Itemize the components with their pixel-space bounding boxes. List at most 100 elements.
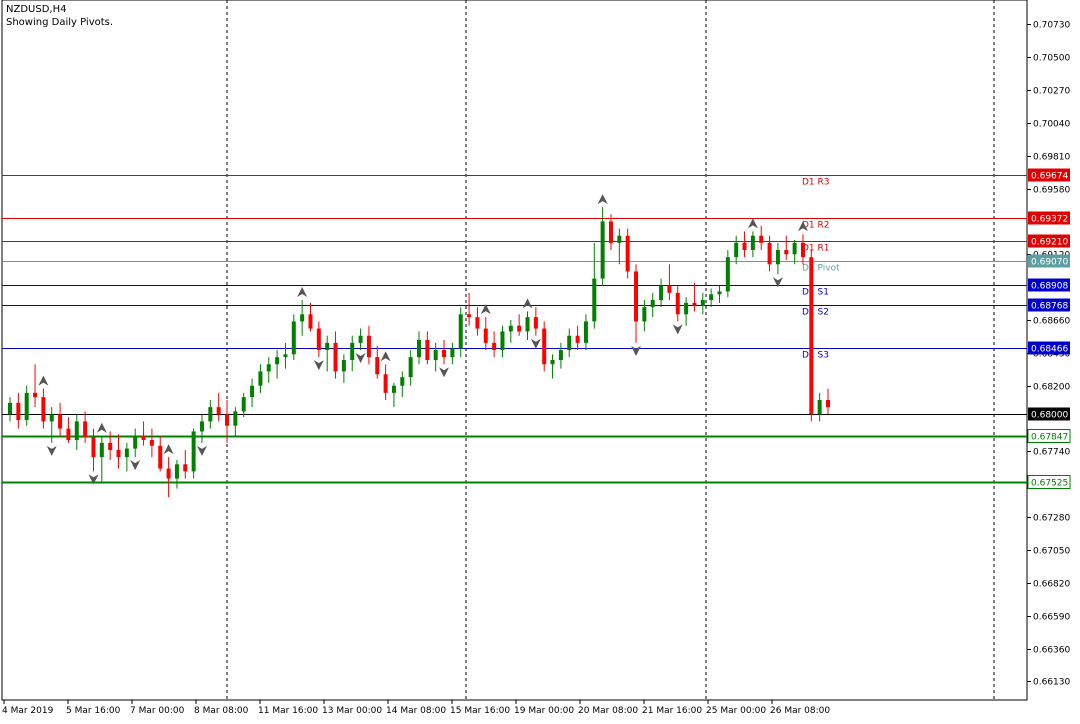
fractal-up-arrow <box>747 218 758 229</box>
candle-body <box>759 235 764 243</box>
candle-body <box>308 314 313 329</box>
candle-body <box>483 328 488 343</box>
candle-body <box>366 335 371 358</box>
candle-body <box>408 357 413 378</box>
candle-body <box>66 428 71 440</box>
current-price-text: 0.68000 <box>1031 411 1068 421</box>
candle-body <box>625 235 630 272</box>
candle-body <box>492 342 497 350</box>
candle-body <box>158 445 163 469</box>
time-axis-label: 13 Mar 00:00 <box>322 706 382 716</box>
candle-body <box>266 364 271 372</box>
time-axis-label: 20 Mar 08:00 <box>578 706 638 716</box>
price-axis-label: 0.67050 <box>1033 547 1070 557</box>
price-tag-text: 0.69070 <box>1031 258 1068 268</box>
time-axis-label: 8 Mar 08:00 <box>194 706 249 716</box>
indicator-subtitle: Showing Daily Pivots. <box>6 17 114 28</box>
candle-body <box>617 235 622 243</box>
candle-body <box>692 302 697 306</box>
plot-border <box>1 0 1028 701</box>
pivot-level-label: D1 R1 <box>802 244 830 254</box>
time-axis-label: 21 Mar 16:00 <box>642 706 702 716</box>
candle-body <box>608 221 613 243</box>
candle-body <box>575 335 580 343</box>
candle-body <box>525 317 530 332</box>
price-tag-text: 0.68466 <box>1031 345 1068 355</box>
candle-body <box>258 371 263 386</box>
candle-body <box>91 437 96 458</box>
time-axis-label: 15 Mar 16:00 <box>450 706 510 716</box>
fractal-down-arrow <box>672 324 683 335</box>
candle-body <box>191 431 196 472</box>
candle-body <box>800 242 805 258</box>
fractal-up-arrow <box>797 221 808 232</box>
candle-body <box>684 302 689 315</box>
price-axis-label: 0.67740 <box>1033 448 1070 458</box>
candle-body <box>567 335 572 350</box>
price-axis-label: 0.66360 <box>1033 646 1070 656</box>
candle-body <box>358 335 363 343</box>
candle-body <box>250 385 255 398</box>
price-axis-label: 0.70040 <box>1033 120 1070 130</box>
candle-body <box>450 348 455 358</box>
candle-body <box>325 342 330 350</box>
candle-body <box>116 450 121 458</box>
price-axis-label: 0.67280 <box>1033 514 1070 524</box>
price-axis-label: 0.70500 <box>1033 54 1070 64</box>
time-axis-label: 11 Mar 16:00 <box>258 706 318 716</box>
candle-body <box>300 314 305 322</box>
time-axis-label: 25 Mar 00:00 <box>706 706 766 716</box>
candle-body <box>350 342 355 360</box>
price-tag-text: 0.68908 <box>1031 282 1068 292</box>
fractal-down-arrow <box>313 360 324 371</box>
candle-body <box>508 325 513 332</box>
candle-body <box>433 350 438 360</box>
fractal-up-arrow <box>380 351 391 362</box>
candle-body <box>41 397 46 422</box>
candle-body <box>400 377 405 386</box>
candle-body <box>333 342 338 372</box>
candle-body <box>58 414 63 429</box>
candle-body <box>74 421 79 440</box>
fractal-down-arrow <box>631 345 642 356</box>
candle-body <box>108 442 113 450</box>
candle-body <box>417 340 421 358</box>
candle-body <box>650 300 655 308</box>
candle-body <box>216 407 221 415</box>
candle-body <box>742 242 747 250</box>
candle-body <box>225 414 230 426</box>
candle-body <box>667 285 672 293</box>
candle-body <box>141 435 146 440</box>
candle-body <box>583 321 588 343</box>
candle-body <box>383 374 388 393</box>
candle-body <box>634 271 639 322</box>
time-axis-label: 7 Mar 00:00 <box>130 706 185 716</box>
candle-body <box>467 314 472 318</box>
candle-body <box>341 360 346 372</box>
candle-body <box>241 397 246 412</box>
candle-body <box>792 242 797 255</box>
grid-layer <box>1 0 1028 701</box>
fractals-layer <box>38 194 808 485</box>
candle-body <box>124 448 129 458</box>
candle-body <box>49 414 54 422</box>
candle-body <box>725 257 730 292</box>
candle-body <box>208 407 213 422</box>
candle-body <box>500 331 505 350</box>
pivot-level-label: D1 S1 <box>802 288 829 298</box>
candle-body <box>700 300 705 306</box>
candle-body <box>458 314 463 349</box>
time-axis-label: 14 Mar 08:00 <box>386 706 446 716</box>
candle-body <box>283 354 288 358</box>
candle-body <box>475 317 480 329</box>
candle-body <box>775 250 780 265</box>
time-axis-label: 5 Mar 16:00 <box>66 706 121 716</box>
candle-body <box>734 242 739 258</box>
price-axis-label: 0.69580 <box>1033 186 1070 196</box>
fractal-up-arrow <box>38 375 49 386</box>
time-axis-label: 19 Mar 00:00 <box>514 706 574 716</box>
candles-layer <box>8 207 830 498</box>
candle-body <box>550 360 555 365</box>
